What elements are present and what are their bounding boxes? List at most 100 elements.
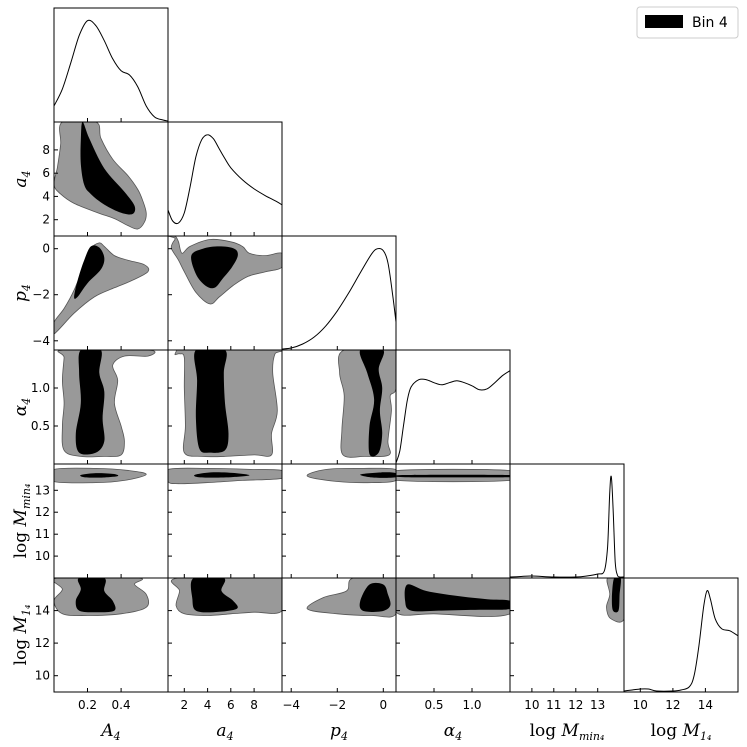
x-axis-label-a4: a4 — [216, 721, 233, 743]
y-axis-label-a4: a4 — [11, 170, 33, 187]
contour-inner-p4-logMmin4 — [360, 472, 396, 478]
y-tick-label-logM14: 10 — [35, 669, 50, 683]
contour-inner-A4-logMmin4 — [80, 473, 119, 478]
legend: Bin 4 — [636, 6, 739, 39]
panel-frame-4-4 — [509, 463, 625, 579]
y-tick-label-logMmin4: 12 — [35, 505, 50, 519]
contour-panel-A4-logM14 — [54, 578, 149, 617]
contour-panel-a4-alpha4 — [168, 350, 282, 458]
marginal-panel-p4 — [282, 247, 396, 350]
marginal-line-logMmin4 — [510, 475, 624, 578]
y-tick-label-logMmin4: 11 — [35, 527, 50, 541]
y-tick-label-logMmin4: 13 — [35, 483, 50, 497]
contour-panel-A4-p4 — [54, 242, 150, 335]
y-axis-label-logMmin4: log Mmin₄ — [11, 484, 33, 559]
panel-frame-1-1 — [167, 121, 283, 237]
contour-outer-p4-logMmin4 — [306, 467, 396, 484]
contour-inner-a4-logM14 — [190, 578, 238, 613]
y-axis-label-p4: p4 — [11, 284, 33, 302]
x-tick-label-logM14: 12 — [665, 698, 680, 712]
contour-inner-A4-logM14 — [75, 578, 116, 613]
x-axis-label-logMmin4: log Mmin₄ — [530, 721, 605, 743]
marginal-panel-logM14 — [624, 590, 738, 692]
panel-frame-2-2 — [281, 235, 397, 351]
y-tick-label-logM14: 14 — [35, 604, 50, 618]
y-axis-label-logM14: log M1₄ — [11, 605, 33, 666]
y-tick-label-a4: 6 — [42, 166, 50, 180]
panel-frame-3-3 — [395, 349, 511, 465]
x-tick-label-p4: −4 — [282, 698, 300, 712]
x-axis-label-A4: A4 — [99, 721, 120, 743]
contour-inner-A4-alpha4 — [75, 350, 105, 455]
x-tick-label-a4: 4 — [204, 698, 212, 712]
x-tick-label-logMmin4: 12 — [568, 698, 583, 712]
y-tick-label-a4: 2 — [42, 213, 50, 227]
x-tick-label-logMmin4: 11 — [546, 698, 561, 712]
x-tick-label-p4: −2 — [328, 698, 346, 712]
marginal-panel-logMmin4 — [510, 475, 624, 578]
contour-panel-p4-alpha4 — [337, 350, 396, 458]
x-tick-label-A4: 0.2 — [78, 698, 97, 712]
contour-inner-a4-logMmin4 — [194, 472, 250, 478]
y-tick-label-alpha4: 1.0 — [31, 381, 50, 395]
marginal-line-p4 — [282, 247, 396, 350]
contour-inner-alpha4-logM14 — [404, 584, 510, 612]
y-tick-label-logM14: 12 — [35, 636, 50, 650]
y-tick-label-logMmin4: 10 — [35, 549, 50, 563]
x-tick-label-alpha4: 0.5 — [424, 698, 443, 712]
x-tick-label-p4: 0 — [379, 698, 387, 712]
marginal-line-a4 — [168, 134, 282, 225]
marginal-panel-A4 — [54, 19, 168, 122]
legend-swatch — [645, 15, 683, 28]
marginal-line-alpha4 — [396, 370, 510, 464]
contour-panel-logMmin4-logM14 — [606, 578, 624, 623]
y-tick-label-a4: 4 — [42, 189, 50, 203]
contour-panel-p4-logMmin4 — [306, 467, 396, 484]
y-tick-label-a4: 8 — [42, 143, 50, 157]
marginal-panel-alpha4 — [396, 370, 510, 464]
x-tick-label-a4: 2 — [180, 698, 188, 712]
x-tick-label-a4: 6 — [227, 698, 235, 712]
x-tick-label-logMmin4: 10 — [524, 698, 539, 712]
marginal-line-A4 — [54, 19, 168, 122]
x-tick-label-logMmin4: 13 — [590, 698, 605, 712]
contour-inner-A4-p4 — [74, 245, 105, 299]
contour-panel-A4-a4 — [54, 122, 147, 230]
y-axis-label-alpha4: α4 — [11, 398, 33, 416]
y-tick-label-alpha4: 0.5 — [31, 419, 50, 433]
panel-frame-0-0 — [53, 7, 169, 123]
contour-inner-alpha4-logMmin4 — [396, 474, 510, 478]
contour-inner-a4-alpha4 — [194, 350, 229, 453]
contour-panel-A4-logMmin4 — [54, 467, 147, 484]
y-tick-label-p4: −4 — [32, 334, 50, 348]
contour-inner-p4-logM14 — [359, 582, 391, 612]
x-tick-label-alpha4: 1.0 — [462, 698, 481, 712]
panel-frame-5-4 — [509, 577, 625, 693]
contour-inner-logMmin4-logM14 — [611, 578, 621, 613]
y-tick-label-p4: −2 — [32, 288, 50, 302]
x-axis-label-logM14: log M1₄ — [651, 721, 712, 743]
contour-panel-alpha4-logM14 — [396, 578, 510, 617]
x-axis-label-alpha4: α4 — [444, 721, 462, 743]
panel-frame-5-5 — [623, 577, 739, 693]
marginal-line-logM14 — [624, 590, 738, 692]
x-axis-label-p4: p4 — [330, 721, 348, 743]
x-tick-label-logM14: 14 — [698, 698, 713, 712]
contour-panel-alpha4-logMmin4 — [396, 468, 510, 483]
contour-panel-p4-logM14 — [306, 578, 396, 618]
legend-label: Bin 4 — [692, 15, 728, 31]
y-tick-label-p4: 0 — [42, 242, 50, 256]
marginal-panel-a4 — [168, 134, 282, 225]
contour-panel-a4-p4 — [168, 236, 282, 305]
contour-inner-a4-p4 — [191, 246, 238, 289]
contour-inner-A4-a4 — [80, 122, 136, 215]
contour-outer-A4-alpha4 — [57, 350, 156, 458]
contour-panel-a4-logMmin4 — [168, 467, 282, 485]
contour-inner-p4-alpha4 — [359, 350, 385, 457]
x-tick-label-a4: 8 — [250, 698, 258, 712]
x-tick-label-A4: 0.4 — [112, 698, 131, 712]
contour-panel-A4-alpha4 — [57, 350, 156, 458]
x-tick-label-logM14: 10 — [633, 698, 648, 712]
